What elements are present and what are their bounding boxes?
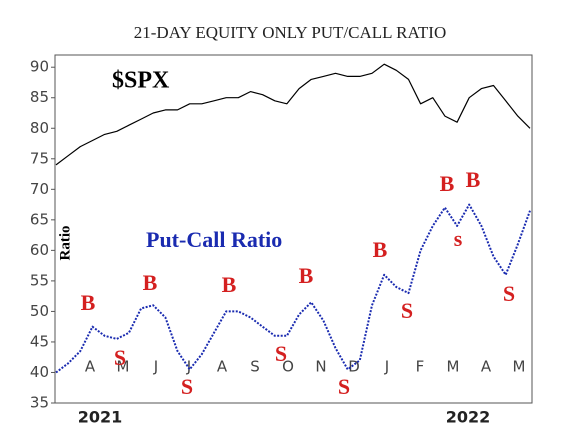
y-tick-label: 70 bbox=[30, 180, 49, 198]
x-tick-label: A bbox=[481, 358, 492, 376]
annotation: S bbox=[275, 341, 287, 366]
annotation: B bbox=[81, 290, 96, 315]
x-tick-label: O bbox=[282, 358, 294, 376]
annotation: S bbox=[338, 374, 350, 399]
annotation: B bbox=[466, 167, 481, 192]
series-label: $SPX bbox=[112, 68, 170, 94]
y-tick-label: 55 bbox=[30, 271, 49, 289]
series-label: Put-Call Ratio bbox=[146, 227, 282, 252]
y-tick-label: 85 bbox=[30, 88, 49, 106]
x-tick-label: A bbox=[85, 358, 96, 376]
y-tick-label: 65 bbox=[30, 210, 49, 228]
x-tick-label: J bbox=[384, 358, 389, 376]
y-tick-label: 50 bbox=[30, 302, 49, 320]
plot-frame bbox=[54, 54, 533, 404]
annotation: S bbox=[181, 374, 193, 399]
x-tick-label: A bbox=[217, 358, 228, 376]
annotation: S bbox=[401, 298, 413, 323]
annotation: B bbox=[440, 171, 455, 196]
series-line bbox=[55, 63, 531, 166]
annotation: S bbox=[503, 281, 515, 306]
y-tick-label: 45 bbox=[30, 332, 49, 350]
x-tick-label: J bbox=[153, 358, 158, 376]
x-tick-label: M bbox=[447, 358, 460, 376]
y-tick-label: 35 bbox=[30, 394, 49, 412]
year-label: 2022 bbox=[446, 408, 491, 427]
y-tick-label: 60 bbox=[30, 241, 49, 259]
series-line bbox=[55, 203, 531, 374]
annotation: s bbox=[454, 226, 463, 251]
x-tick-label: N bbox=[315, 358, 326, 376]
year-label: 2021 bbox=[78, 408, 123, 427]
y-tick-label: 75 bbox=[30, 149, 49, 167]
y-tick-label: 40 bbox=[30, 363, 49, 381]
x-tick-label: F bbox=[416, 358, 425, 376]
x-tick-label: J bbox=[186, 358, 191, 376]
y-tick-label: 80 bbox=[30, 119, 49, 137]
annotation: B bbox=[143, 270, 158, 295]
annotation: B bbox=[222, 272, 237, 297]
annotation: B bbox=[299, 263, 314, 288]
y-tick-label: 90 bbox=[30, 58, 49, 76]
x-tick-label: M bbox=[513, 358, 526, 376]
x-tick-label: D bbox=[348, 358, 360, 376]
x-tick-label: M bbox=[117, 358, 130, 376]
y-axis-label: Ratio bbox=[57, 226, 73, 261]
chart-title: 21-DAY EQUITY ONLY PUT/CALL RATIO bbox=[134, 23, 446, 42]
annotation: B bbox=[373, 237, 388, 262]
annotation: S bbox=[114, 345, 126, 370]
x-tick-label: S bbox=[250, 358, 260, 376]
